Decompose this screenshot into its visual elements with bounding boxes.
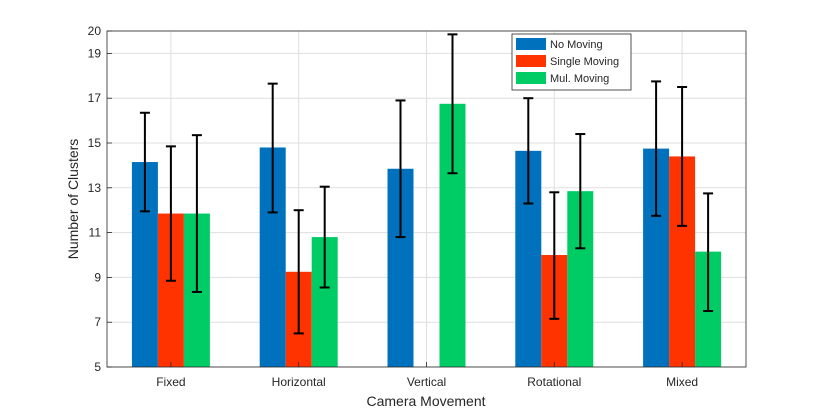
- error-bar: [191, 134, 202, 293]
- error-bar: [703, 192, 714, 312]
- bars: [131, 103, 722, 368]
- x-tick-label: Mixed: [666, 375, 698, 389]
- error-bar: [575, 133, 586, 250]
- legend-swatch: [516, 38, 546, 50]
- y-tick-label: 17: [88, 91, 102, 105]
- error-bar: [549, 191, 560, 320]
- x-axis-label: Camera Movement: [366, 393, 485, 409]
- error-bar: [267, 82, 278, 214]
- y-tick-label: 19: [88, 46, 102, 60]
- y-axis-label: Number of Clusters: [65, 139, 81, 260]
- error-bar: [139, 111, 150, 213]
- error-bar: [447, 33, 458, 175]
- error-bar: [293, 209, 304, 335]
- error-bars: [139, 33, 714, 335]
- error-bar: [523, 97, 534, 205]
- x-tick-label: Fixed: [156, 375, 185, 389]
- error-bar: [395, 99, 406, 239]
- legend-swatch: [516, 72, 546, 84]
- x-tick-label: Horizontal: [272, 375, 326, 389]
- legend-swatch: [516, 55, 546, 67]
- y-tick-label: 7: [94, 315, 101, 329]
- error-bar: [677, 86, 688, 227]
- legend-label: Mul. Moving: [550, 73, 609, 85]
- error-bar: [651, 80, 662, 217]
- legend-label: No Moving: [550, 39, 603, 51]
- x-tick-label: Vertical: [407, 375, 446, 389]
- y-tick-label: 11: [89, 226, 102, 240]
- x-ticks: Fixed Horizontal Vertical Rotational Mixed: [156, 362, 698, 389]
- x-tick-label: Rotational: [527, 375, 581, 389]
- legend-label: Single Moving: [550, 56, 619, 68]
- y-ticks: 5 7 9 11 13 15 17 19 20: [88, 24, 112, 374]
- y-tick-label: 5: [94, 360, 101, 374]
- error-bar: [165, 145, 176, 282]
- y-tick-label: 13: [88, 181, 102, 195]
- y-tick-label: 9: [94, 270, 101, 284]
- legend: No Moving Single Moving Mul. Moving: [511, 33, 632, 91]
- y-tick-label: 15: [88, 136, 102, 150]
- error-bar: [319, 185, 330, 289]
- y-tick-label: 20: [88, 24, 102, 38]
